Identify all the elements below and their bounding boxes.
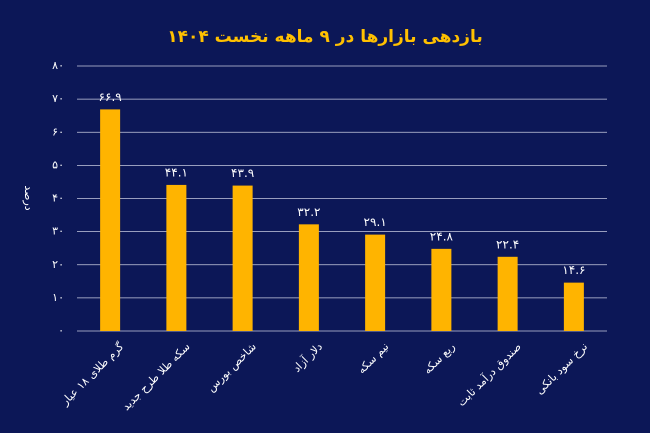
y-tick-label: ۴۰ [52,192,64,205]
bar [365,234,386,331]
value-label: ۴۳.۹ [231,166,254,180]
value-label: ۴۴.۱ [165,165,188,179]
bar [232,185,253,331]
y-tick-label: ۰ [58,324,64,337]
value-label: ۲۲.۴ [496,237,519,251]
y-tick-label: ۸۰ [52,59,64,72]
y-tick-label: ۷۰ [52,92,64,105]
bar [100,109,121,331]
y-tick-label: ۲۰ [52,258,64,271]
value-label: ۱۴.۶ [562,263,585,277]
y-tick-label: ۶۰ [52,125,64,138]
bar [298,224,319,331]
y-tick-label: ۱۰ [52,291,64,304]
y-tick-label: ۳۰ [52,225,64,238]
y-axis-label: درصد [22,185,35,210]
value-label: ۶۶.۹ [99,90,122,104]
bar [563,282,584,331]
bar [497,256,518,331]
value-label: ۲۴.۸ [430,229,454,243]
value-label: ۳۲.۲ [297,205,320,219]
bar [166,184,187,331]
bar [431,248,452,331]
chart-title: بازدهی بازارها در ۹ ماهه نخست ۱۴۰۴ [167,27,482,47]
y-tick-label: ۵۰ [52,158,64,171]
value-label: ۲۹.۱ [364,215,387,229]
